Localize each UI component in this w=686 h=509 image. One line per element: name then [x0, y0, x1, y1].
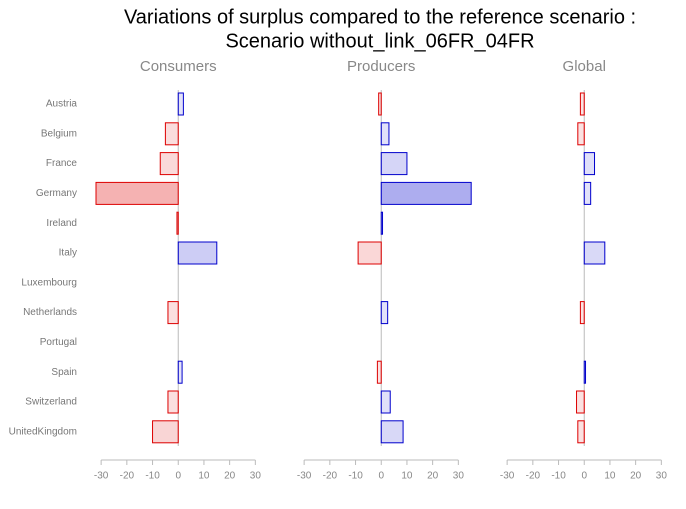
x-tick-label: -10	[551, 471, 566, 482]
bar	[376, 360, 382, 384]
bar	[576, 390, 585, 414]
bar	[583, 181, 592, 205]
category-label: Italy	[59, 248, 77, 259]
category-label: Ireland	[46, 218, 77, 229]
bar	[167, 390, 179, 414]
category-label: UnitedKingdom	[9, 426, 77, 437]
bar	[164, 122, 179, 146]
category-label: Belgium	[41, 128, 77, 139]
x-tick-label: 10	[604, 471, 616, 482]
bar	[579, 92, 585, 116]
bar	[380, 390, 391, 414]
bar	[167, 301, 179, 325]
x-tick-label: 30	[453, 471, 465, 482]
x-tick-label: 20	[427, 471, 439, 482]
panel-title: Producers	[347, 58, 415, 75]
bar	[380, 211, 384, 235]
bar	[579, 301, 585, 325]
bar	[378, 92, 382, 116]
bar	[380, 122, 390, 146]
bar	[177, 241, 218, 265]
category-label: Austria	[46, 99, 78, 110]
x-tick-label: 0	[378, 471, 384, 482]
x-tick-label: 30	[656, 471, 668, 482]
bar	[152, 420, 179, 444]
x-tick-label: -10	[348, 471, 363, 482]
x-tick-label: -20	[323, 471, 338, 482]
category-label: Germany	[36, 188, 77, 199]
x-tick-label: -30	[94, 471, 109, 482]
bar	[159, 152, 179, 176]
x-tick-label: 0	[175, 471, 181, 482]
category-label: Spain	[51, 367, 77, 378]
bar	[577, 122, 585, 146]
bar	[357, 241, 382, 265]
x-tick-label: 20	[224, 471, 236, 482]
category-label: France	[46, 158, 78, 169]
bar	[177, 360, 183, 384]
bar	[176, 211, 179, 235]
x-tick-label: -20	[526, 471, 541, 482]
category-label: Luxembourg	[21, 277, 77, 288]
x-tick-label: -30	[500, 471, 515, 482]
x-tick-label: 0	[581, 471, 587, 482]
panel-title: Global	[563, 58, 606, 75]
x-tick-label: -30	[297, 471, 312, 482]
category-label: Portugal	[40, 337, 77, 348]
x-tick-label: 10	[401, 471, 413, 482]
bar	[380, 152, 408, 176]
chart-title: Variations of surplus compared to the re…	[124, 6, 636, 28]
x-tick-label: 20	[630, 471, 642, 482]
bar	[177, 92, 184, 116]
x-tick-label: -20	[120, 471, 135, 482]
x-tick-label: -10	[145, 471, 160, 482]
bar	[583, 241, 606, 265]
category-label: Netherlands	[23, 307, 77, 318]
bar	[380, 301, 389, 325]
category-label: Switzerland	[25, 397, 77, 408]
bar	[95, 181, 179, 205]
chart-title: Scenario without_link_06FR_04FR	[225, 30, 534, 52]
bar	[577, 420, 585, 444]
bar	[380, 181, 472, 205]
x-tick-label: 30	[250, 471, 262, 482]
panel-title: Consumers	[140, 58, 217, 75]
x-tick-label: 10	[198, 471, 210, 482]
bar	[583, 360, 587, 384]
bar	[380, 420, 404, 444]
bar	[583, 152, 596, 176]
